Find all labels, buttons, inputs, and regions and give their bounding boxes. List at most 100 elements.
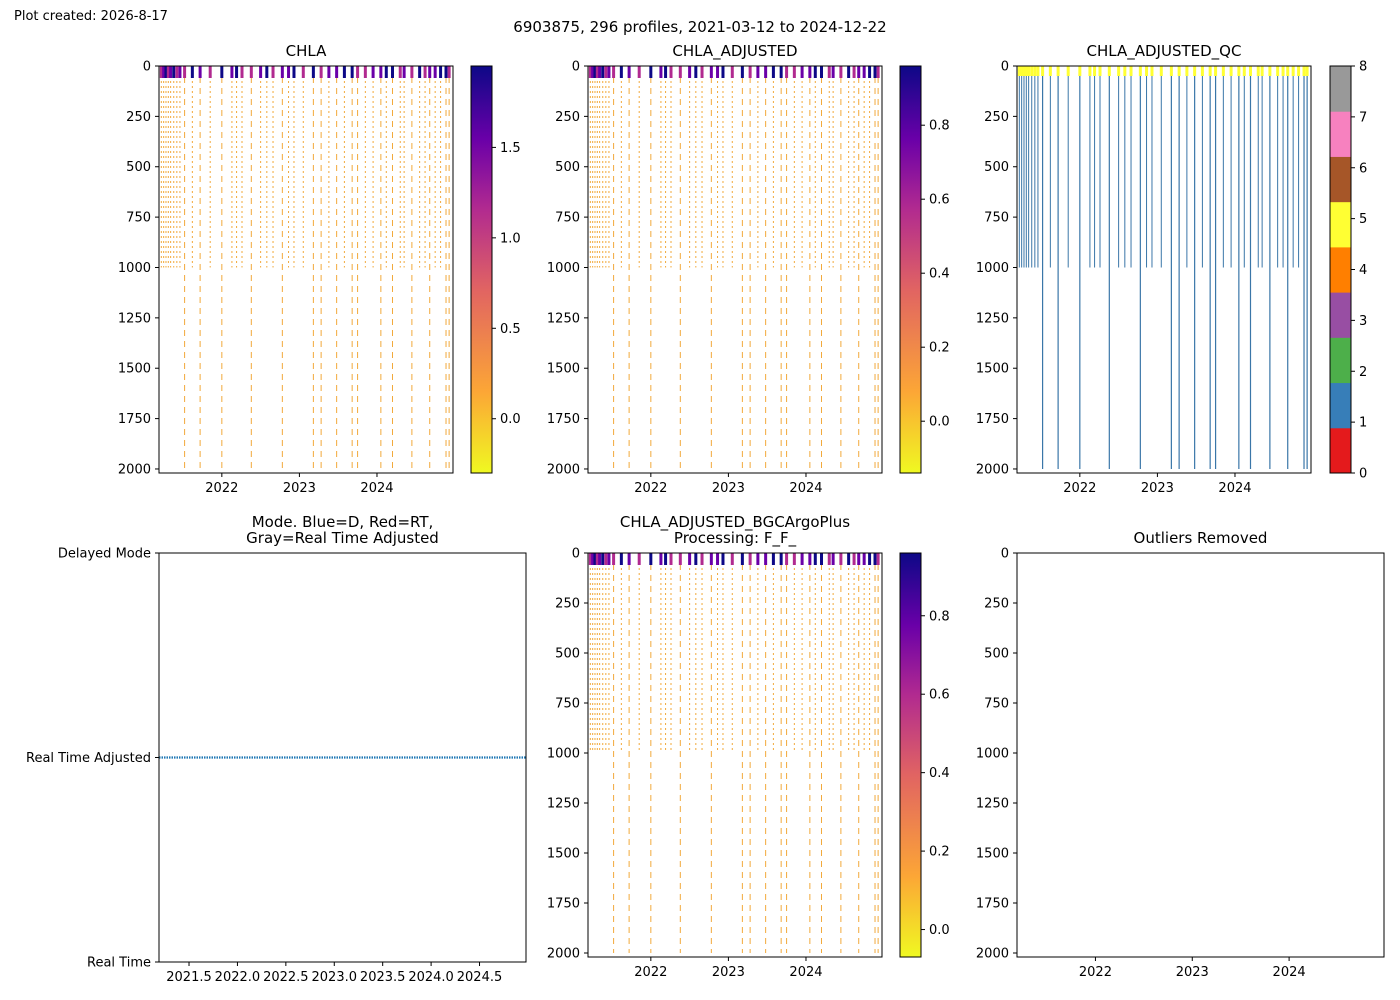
y-tick-label: 500 xyxy=(984,160,1009,175)
surface-mark xyxy=(190,66,194,78)
colorbar-tick-label: 0.6 xyxy=(929,193,950,208)
panels-group: CHLA 0 250 500 750 1000 1250 1500 1750 2000 2022 20… xyxy=(26,42,1385,985)
colorbar: 0.0 0.5 1.0 1.5 xyxy=(470,65,521,474)
colorbar-tick-label: 1.0 xyxy=(500,231,521,246)
y-tick-label: 1750 xyxy=(547,412,580,427)
panel-2: CHLA_ADJUSTED 0 250 500 750 1000 1250 1500 1750 2… xyxy=(547,42,950,496)
surface-mark xyxy=(371,66,375,78)
colorbar-gradient xyxy=(471,66,492,473)
surface-mark xyxy=(169,66,173,78)
y-tick-label: 1500 xyxy=(976,847,1009,862)
surface-mark xyxy=(1107,66,1111,76)
panel-title: Gray=Real Time Adjusted xyxy=(246,529,439,547)
surface-mark xyxy=(709,553,713,565)
surface-mark xyxy=(1066,66,1070,76)
surface-mark xyxy=(423,66,427,78)
y-tick-label: 750 xyxy=(555,697,580,712)
y-tick-label: 500 xyxy=(984,647,1009,662)
surface-mark xyxy=(764,553,768,565)
surface-mark xyxy=(175,66,179,78)
surface-mark xyxy=(350,66,354,78)
surface-mark xyxy=(649,66,653,78)
y-tick-label: 1750 xyxy=(976,412,1009,427)
surface-mark xyxy=(619,553,623,565)
y-tick-label: 1250 xyxy=(547,797,580,812)
x-tick-label: 2023 xyxy=(1176,965,1209,980)
surface-mark xyxy=(808,66,812,78)
surface-mark xyxy=(287,66,291,78)
y-tick-label: 1250 xyxy=(976,797,1009,812)
surface-mark xyxy=(700,553,704,565)
x-tick-label: 2024.5 xyxy=(457,970,503,985)
plot-frame xyxy=(587,552,883,958)
surface-mark xyxy=(857,553,861,565)
surface-mark xyxy=(598,66,602,78)
surface-mark xyxy=(601,66,605,78)
surface-mark xyxy=(1041,66,1045,76)
surface-mark xyxy=(1138,66,1142,76)
surface-mark xyxy=(800,66,804,78)
colorbar-frame xyxy=(899,65,922,474)
x-tick-label: 2022 xyxy=(1063,481,1096,496)
surface-mark xyxy=(172,66,176,78)
x-tick-label: 2023.0 xyxy=(312,970,358,985)
surface-mark xyxy=(356,66,360,78)
surface-mark xyxy=(831,553,835,565)
surface-mark xyxy=(1214,66,1218,76)
surface-mark xyxy=(1056,66,1060,76)
figure-suptitle: 6903875, 296 profiles, 2021-03-12 to 202… xyxy=(513,18,886,36)
surface-mark xyxy=(1117,66,1121,76)
surface-mark xyxy=(1022,66,1026,76)
colorbar-tick-label: 0 xyxy=(1359,467,1367,482)
surface-mark xyxy=(595,66,599,78)
surface-mark xyxy=(379,66,383,78)
surface-mark xyxy=(159,66,163,78)
surface-mark xyxy=(384,66,388,78)
x-tick-label: 2022 xyxy=(1079,965,1112,980)
y-tick-label: 2000 xyxy=(547,947,580,962)
surface-mark xyxy=(792,66,796,78)
surface-mark xyxy=(418,66,422,78)
surface-mark xyxy=(771,553,775,565)
panel-3: CHLA_ADJUSTED_QC025050075010001250150017… xyxy=(976,42,1367,496)
y-tick-label: 1750 xyxy=(976,897,1009,912)
surface-mark xyxy=(808,553,812,565)
colorbar-tick-label: 0.4 xyxy=(929,766,950,781)
surface-mark xyxy=(162,66,166,78)
surface-mark xyxy=(792,553,796,565)
x-tick-label: 2022 xyxy=(205,481,238,496)
y-tick-label: 2000 xyxy=(976,462,1009,477)
x-tick-label: 2023.5 xyxy=(360,970,406,985)
panel-title: CHLA xyxy=(286,42,327,60)
surface-mark xyxy=(1256,66,1260,76)
surface-mark xyxy=(1159,66,1163,76)
surface-mark xyxy=(1200,66,1204,76)
surface-mark xyxy=(271,66,275,78)
colorbar-segment xyxy=(1330,156,1351,203)
surface-mark xyxy=(240,66,244,78)
y-tick-label: 1000 xyxy=(118,261,151,276)
y-tick-label: 250 xyxy=(555,597,580,612)
surface-mark xyxy=(827,66,831,78)
colorbar-segment xyxy=(1330,201,1351,248)
y-tick-label: 750 xyxy=(126,211,151,226)
surface-mark xyxy=(852,66,856,78)
y-tick-label: 500 xyxy=(126,160,151,175)
y-category-label: Delayed Mode xyxy=(58,547,151,562)
surface-mark xyxy=(402,66,406,78)
surface-mark xyxy=(813,553,817,565)
y-tick-label: 1000 xyxy=(976,747,1009,762)
surface-mark xyxy=(595,553,599,565)
colorbar: 0.0 0.2 0.4 0.6 0.8 xyxy=(899,552,950,958)
surface-mark xyxy=(721,66,725,78)
surface-mark xyxy=(730,553,734,565)
colorbar-tick-label: 5 xyxy=(1359,212,1367,227)
colorbar-tick-label: 6 xyxy=(1359,161,1367,176)
colorbar-segment xyxy=(1330,111,1351,157)
surface-mark xyxy=(876,66,880,78)
colorbar-tick-label: 0.8 xyxy=(929,119,950,134)
y-tick-label: 2000 xyxy=(118,462,151,477)
surface-mark xyxy=(771,66,775,78)
surface-mark xyxy=(839,66,843,78)
